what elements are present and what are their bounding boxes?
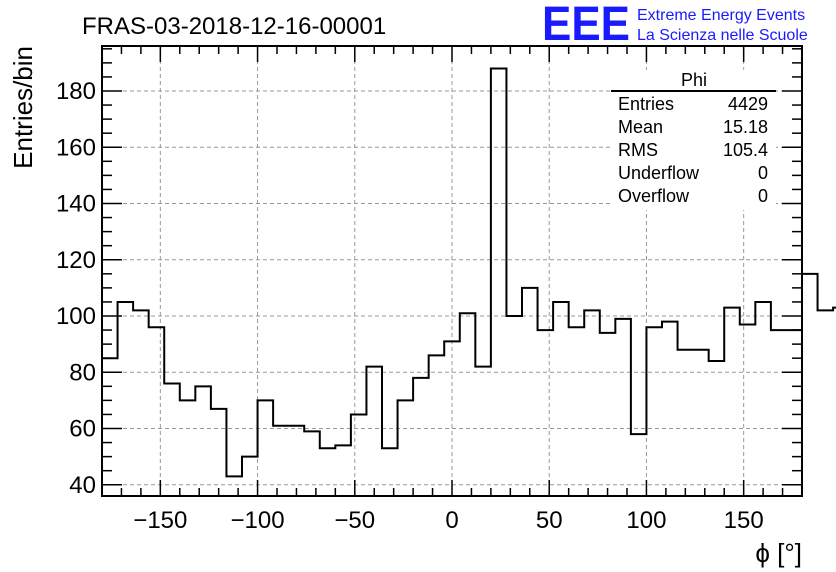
- y-tick-label: 160: [56, 134, 96, 161]
- x-tick-label: 100: [626, 507, 666, 534]
- logo-line1: Extreme Energy Events: [637, 7, 805, 24]
- logo-line2: La Scienza nelle Scuole: [637, 27, 808, 44]
- stats-label: Overflow: [618, 186, 690, 206]
- y-tick-label: 100: [56, 303, 96, 330]
- stats-value: 0: [758, 186, 768, 206]
- x-tick-label: 150: [724, 507, 764, 534]
- x-axis-label: ϕ [°]: [755, 538, 802, 568]
- stats-label: Underflow: [618, 163, 700, 183]
- y-tick-label: 140: [56, 191, 96, 218]
- stats-value: 4429: [728, 94, 768, 114]
- stats-value: 0: [758, 163, 768, 183]
- chart-title: FRAS-03-2018-12-16-00001: [82, 13, 386, 40]
- logo: EEE Extreme Energy Events La Scienza nel…: [542, 0, 808, 51]
- x-tick-labels: −150 −100 −50 0 50 100 150: [133, 507, 763, 534]
- logo-mark: EEE: [542, 0, 630, 51]
- stats-label: RMS: [618, 140, 658, 160]
- y-tick-label: 120: [56, 247, 96, 274]
- stats-title: Phi: [681, 70, 707, 90]
- x-tick-label: 50: [536, 507, 563, 534]
- y-tick-label: 180: [56, 78, 96, 105]
- x-tick-label: −150: [133, 507, 187, 534]
- y-axis-label: Entries/bin: [8, 46, 38, 169]
- x-tick-label: −100: [231, 507, 285, 534]
- y-tick-label: 60: [69, 416, 96, 443]
- y-tick-labels: 40 60 80 100 120 140 160 180: [56, 78, 96, 499]
- axis-ticks: [101, 46, 803, 496]
- y-tick-label: 40: [69, 472, 96, 499]
- y-tick-label: 80: [69, 359, 96, 386]
- stats-label: Entries: [618, 94, 674, 114]
- stats-box: Phi Entries 4429 Mean 15.18 RMS 105.4 Underflo…: [611, 70, 776, 210]
- stats-label: Mean: [618, 117, 663, 137]
- stats-value: 105.4: [723, 140, 768, 160]
- x-tick-label: −50: [334, 507, 375, 534]
- stats-value: 15.18: [723, 117, 768, 137]
- x-tick-label: 0: [445, 507, 458, 534]
- histogram-line: [102, 67, 836, 478]
